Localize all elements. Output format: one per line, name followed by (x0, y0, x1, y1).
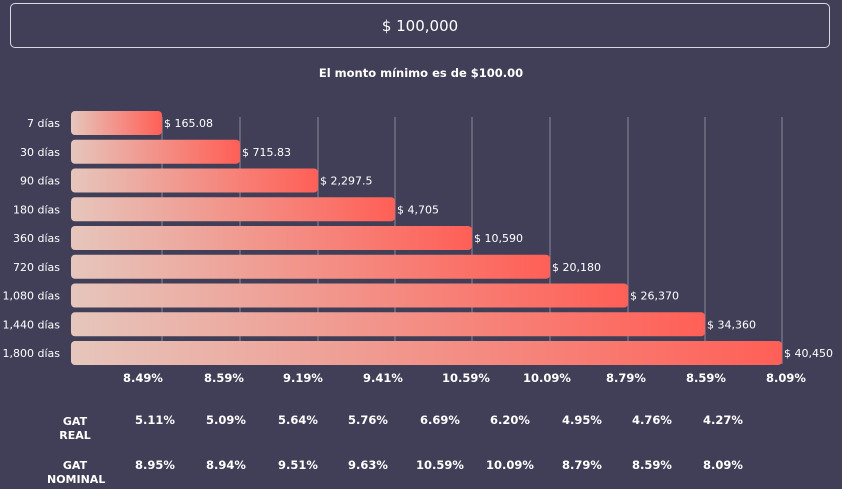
gat-real-value: 4.27% (703, 413, 743, 427)
gat-nominal-value: 8.95% (135, 458, 175, 472)
category-label: 720 días (13, 261, 60, 274)
bar (71, 111, 162, 135)
rate-label: 9.19% (283, 371, 323, 385)
category-label: 90 días (20, 175, 60, 188)
value-label: $ 2,297.5 (320, 175, 372, 188)
gat-real-value: 5.09% (206, 413, 246, 427)
rate-label: 9.41% (363, 371, 403, 385)
category-label: 30 días (20, 146, 60, 159)
category-label: 1,440 días (3, 318, 61, 331)
category-label: 360 días (13, 232, 60, 245)
value-label: $ 165.08 (164, 117, 213, 130)
gat-nominal-label-line2: NOMINAL (47, 473, 106, 486)
gat-real-row-label: GAT REAL (47, 415, 103, 443)
rate-label: 8.59% (204, 371, 244, 385)
value-label: $ 34,360 (707, 318, 756, 331)
gat-nominal-value: 9.51% (278, 458, 318, 472)
rate-label: 8.09% (766, 371, 806, 385)
gat-real-label-line1: GAT (62, 415, 88, 428)
gat-real-value: 6.69% (420, 413, 460, 427)
gat-nominal-value: 8.59% (632, 458, 672, 472)
value-label: $ 10,590 (474, 232, 523, 245)
gat-real-value: 4.95% (562, 413, 602, 427)
bar (71, 312, 705, 337)
category-label: 1,800 días (3, 347, 61, 360)
rate-label: 8.59% (686, 371, 726, 385)
bar (71, 139, 240, 164)
value-label: $ 4,705 (397, 203, 439, 216)
minimum-amount-note: El monto mínimo es de $100.00 (318, 66, 524, 80)
category-label: 7 días (27, 117, 60, 130)
rate-label: 8.49% (123, 371, 163, 385)
gat-nominal-value: 10.59% (416, 458, 464, 472)
gat-real-value: 4.76% (632, 413, 672, 427)
gat-nominal-value: 8.09% (703, 458, 743, 472)
gat-nominal-value: 8.94% (206, 458, 246, 472)
category-label: 1,080 días (3, 290, 61, 303)
bar (71, 283, 628, 308)
gat-nominal-row-label: GAT NOMINAL (47, 459, 106, 487)
value-label: $ 40,450 (784, 347, 833, 360)
category-label: 180 días (13, 203, 60, 216)
rate-label: 10.09% (523, 371, 571, 385)
gat-real-value: 5.76% (348, 413, 388, 427)
gat-nominal-label-line1: GAT (62, 459, 88, 472)
bar (71, 197, 395, 222)
value-label: $ 715.83 (242, 146, 291, 159)
amount-input[interactable]: $ 100,000 (10, 3, 830, 48)
gat-nominal-value: 9.63% (348, 458, 388, 472)
gat-real-label-line2: REAL (59, 429, 91, 442)
gat-nominal-value: 8.79% (562, 458, 602, 472)
gat-nominal-value: 10.09% (486, 458, 534, 472)
gat-real-value: 5.11% (135, 413, 175, 427)
gat-real-value: 5.64% (278, 413, 318, 427)
rate-label: 10.59% (442, 371, 490, 385)
bar (71, 226, 472, 250)
gat-real-value: 6.20% (490, 413, 530, 427)
bar (71, 341, 782, 365)
bar (71, 168, 318, 193)
value-label: $ 20,180 (552, 261, 601, 274)
value-label: $ 26,370 (630, 290, 679, 303)
rate-label: 8.79% (606, 371, 646, 385)
bar (71, 254, 550, 279)
